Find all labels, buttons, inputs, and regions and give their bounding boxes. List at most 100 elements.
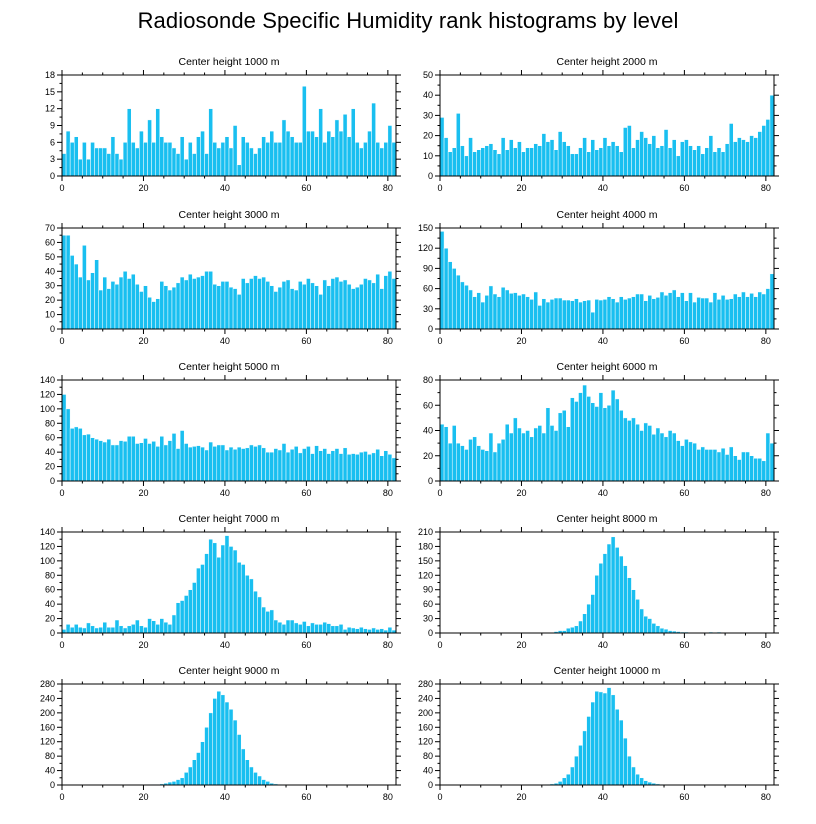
bar	[269, 130, 275, 177]
bar	[330, 136, 336, 177]
bar	[647, 295, 653, 330]
bar	[232, 288, 238, 330]
bar	[472, 296, 477, 330]
bar	[236, 446, 242, 482]
bar	[464, 449, 469, 482]
x-tick-label: 60	[679, 336, 689, 346]
bar	[114, 444, 120, 482]
bar	[69, 626, 75, 634]
bar	[285, 279, 291, 330]
bar	[468, 289, 473, 330]
bar	[314, 624, 319, 634]
bar	[716, 299, 722, 330]
bar	[614, 301, 620, 330]
bar	[167, 142, 173, 177]
bar	[342, 114, 348, 177]
bar	[273, 619, 279, 634]
bar	[253, 275, 258, 330]
bar	[302, 284, 307, 330]
bar	[363, 451, 368, 482]
bar	[94, 438, 99, 482]
bar	[623, 737, 628, 786]
panel-title: Center height 10000 m	[554, 665, 661, 677]
bar	[749, 135, 754, 177]
bar	[451, 268, 457, 330]
y-tick-label: 30	[423, 304, 433, 314]
bar	[647, 143, 653, 177]
bar	[623, 127, 628, 177]
bar	[126, 278, 132, 330]
bar	[204, 449, 209, 482]
bar	[155, 624, 160, 634]
bar	[745, 296, 750, 330]
bar	[614, 145, 620, 177]
bar	[118, 625, 124, 634]
y-tick-label: 210	[418, 527, 433, 537]
bar	[130, 273, 136, 330]
y-tick-label: 20	[423, 451, 433, 461]
bar	[557, 297, 563, 330]
bar	[504, 289, 510, 330]
bar	[110, 281, 116, 330]
bar	[269, 285, 275, 330]
bar	[208, 271, 213, 330]
bar	[371, 627, 376, 634]
bar	[273, 291, 279, 330]
bar	[249, 766, 254, 786]
bar	[245, 447, 250, 482]
bar	[289, 449, 295, 482]
y-tick-label: 120	[40, 737, 55, 747]
bar	[720, 151, 726, 177]
bar	[302, 621, 307, 634]
x-tick-label: 0	[59, 336, 64, 346]
bar	[663, 628, 669, 634]
y-tick-label: 150	[418, 223, 433, 233]
y-tick-label: 0	[428, 780, 433, 790]
bar	[326, 453, 332, 482]
bar	[614, 709, 620, 786]
y-tick-label: 10	[45, 310, 55, 320]
bar	[163, 285, 169, 330]
bar	[314, 445, 319, 482]
x-tick-label: 60	[301, 792, 311, 802]
bar	[566, 426, 571, 482]
bar	[277, 449, 283, 482]
bar	[757, 458, 763, 482]
bar	[65, 408, 71, 482]
bar	[606, 543, 612, 634]
y-tick-label: 6	[50, 137, 55, 147]
bar	[618, 410, 624, 482]
bar	[659, 432, 665, 482]
bar	[765, 288, 771, 330]
bar	[659, 145, 665, 177]
bar	[98, 440, 103, 482]
bar	[200, 446, 205, 482]
bar	[228, 446, 234, 482]
x-tick-label: 0	[437, 640, 442, 650]
bar	[175, 448, 181, 482]
bar	[651, 298, 657, 330]
bar	[359, 451, 364, 482]
bar	[143, 142, 148, 177]
y-tick-label: 120	[40, 541, 55, 551]
bar	[73, 426, 79, 482]
bar	[212, 142, 218, 177]
bar	[712, 151, 718, 177]
bar	[659, 291, 665, 330]
bar	[232, 719, 238, 786]
bar	[688, 292, 693, 330]
bar	[598, 299, 604, 330]
panel-6: Center height 6000 m 0 20 40 60 80 0 20 40 60 80	[423, 361, 779, 498]
bar	[192, 278, 197, 330]
panel-title: Center height 8000 m	[557, 513, 658, 525]
bar	[582, 613, 587, 634]
bar	[688, 441, 693, 482]
bar	[712, 449, 718, 482]
bar	[574, 401, 579, 482]
y-tick-label: 40	[423, 426, 433, 436]
y-tick-label: 10	[423, 151, 433, 161]
bar	[456, 274, 461, 330]
x-tick-label: 0	[437, 488, 442, 498]
bar	[228, 147, 234, 177]
bar	[102, 441, 108, 482]
